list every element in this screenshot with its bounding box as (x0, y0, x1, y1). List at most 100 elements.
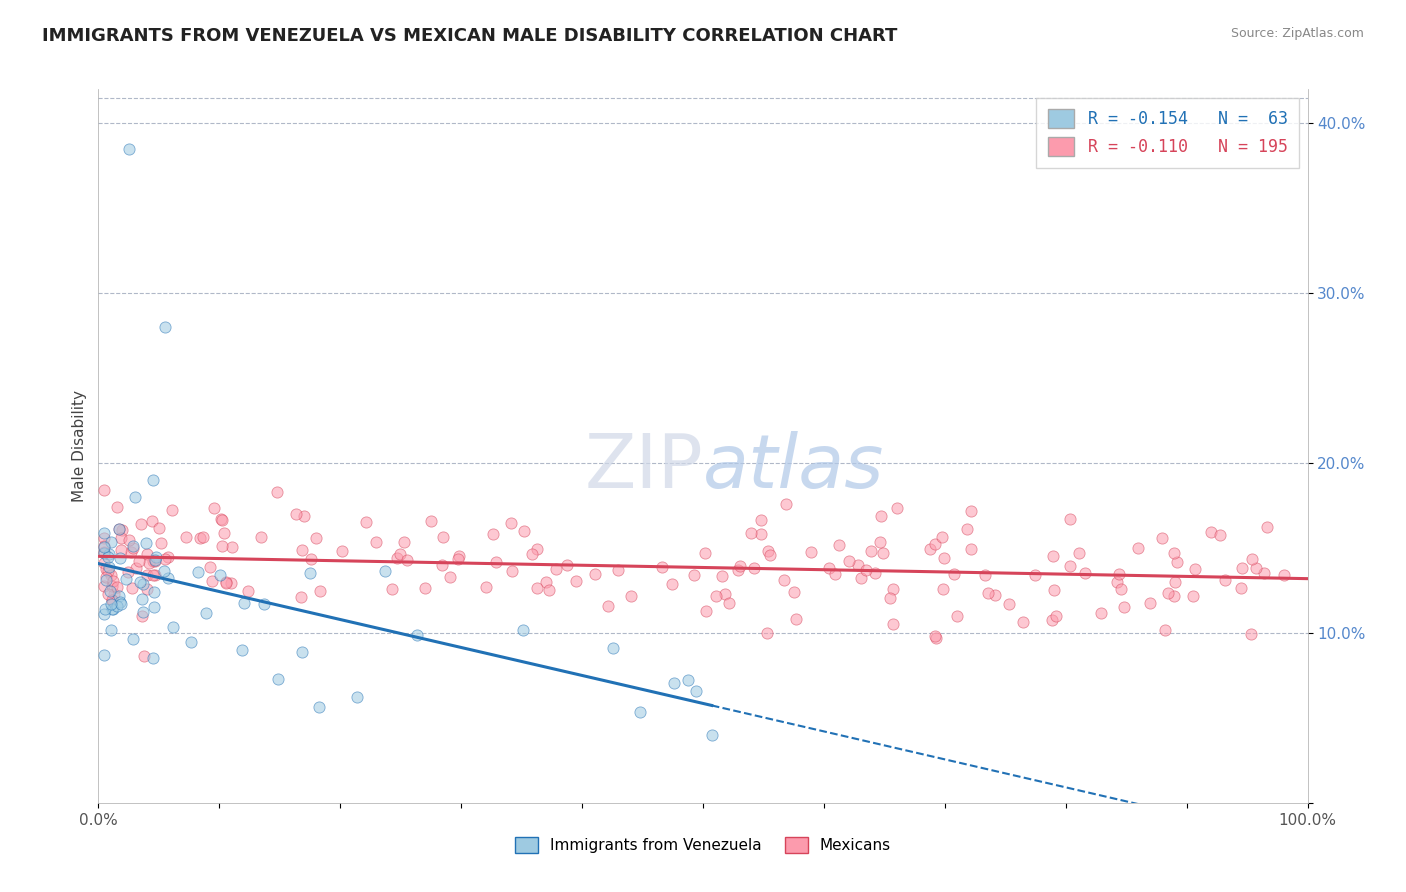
Point (100, 597, 122, 611)
Point (1256, 519, 1278, 533)
Point (1164, 575, 1187, 590)
Point (308, 699, 330, 714)
Point (396, 553, 419, 567)
Point (374, 564, 396, 578)
Point (555, 558, 578, 572)
Point (101, 602, 124, 616)
Point (187, 566, 209, 580)
Point (142, 568, 165, 582)
Point (785, 612, 807, 626)
Point (946, 608, 969, 623)
Point (973, 568, 995, 582)
Point (93, 525, 115, 540)
Point (984, 588, 1007, 602)
Point (960, 504, 983, 518)
Point (420, 514, 443, 528)
Point (250, 530, 273, 544)
Point (838, 554, 860, 568)
Point (100, 534, 122, 549)
Text: IMMIGRANTS FROM VENEZUELA VS MEXICAN MALE DISABILITY CORRELATION CHART: IMMIGRANTS FROM VENEZUELA VS MEXICAN MAL… (42, 27, 897, 45)
Point (728, 558, 751, 573)
Point (924, 537, 946, 551)
Point (932, 582, 955, 597)
Point (783, 585, 806, 599)
Point (98, 583, 121, 598)
Point (143, 599, 166, 614)
Point (122, 541, 145, 555)
Point (800, 544, 823, 558)
Point (299, 566, 322, 580)
Point (886, 501, 908, 516)
Point (93, 557, 115, 571)
Point (354, 515, 377, 529)
Point (865, 566, 887, 580)
Point (101, 592, 124, 607)
Point (1090, 606, 1112, 620)
Point (920, 541, 942, 556)
Point (1209, 528, 1232, 542)
Point (108, 589, 131, 603)
Point (740, 526, 762, 541)
Point (749, 527, 772, 541)
Point (236, 584, 259, 599)
Point (447, 551, 470, 566)
Point (683, 567, 706, 582)
Point (693, 546, 716, 560)
Point (392, 534, 415, 549)
Point (200, 560, 222, 574)
Point (96, 573, 118, 587)
Point (111, 523, 134, 537)
Point (291, 543, 314, 558)
Legend: Immigrants from Venezuela, Mexicans: Immigrants from Venezuela, Mexicans (509, 831, 897, 859)
Point (596, 599, 619, 614)
Point (143, 554, 166, 568)
Text: atlas: atlas (703, 432, 884, 503)
Point (219, 576, 242, 591)
Point (711, 569, 734, 583)
Point (485, 555, 508, 569)
Point (132, 605, 155, 619)
Point (499, 516, 522, 530)
Y-axis label: Male Disability: Male Disability (72, 390, 87, 502)
Point (432, 558, 454, 572)
Point (131, 591, 153, 606)
Point (120, 545, 142, 559)
Point (713, 586, 735, 600)
Point (1213, 573, 1236, 587)
Point (1059, 558, 1081, 573)
Point (208, 568, 231, 582)
Point (266, 485, 288, 500)
Point (526, 542, 548, 557)
Point (1156, 585, 1178, 599)
Point (366, 535, 388, 549)
Point (160, 502, 183, 516)
Point (93, 648, 115, 662)
Point (110, 595, 132, 609)
Point (94, 562, 117, 576)
Point (110, 597, 132, 611)
Point (1074, 566, 1097, 580)
Point (869, 509, 891, 524)
Point (162, 620, 184, 634)
Point (101, 574, 124, 589)
Point (1230, 582, 1253, 596)
Point (700, 728, 723, 742)
Point (105, 580, 128, 594)
Point (299, 552, 322, 566)
Point (100, 568, 122, 582)
Point (1111, 582, 1133, 597)
Point (100, 579, 122, 593)
Point (872, 546, 894, 560)
Point (115, 573, 138, 587)
Point (602, 640, 624, 655)
Point (135, 535, 157, 549)
Point (1012, 615, 1035, 629)
Point (1067, 546, 1090, 560)
Point (405, 628, 427, 642)
Point (758, 544, 780, 558)
Point (231, 643, 253, 657)
Point (97, 559, 120, 574)
Point (142, 473, 165, 487)
Point (93, 540, 115, 554)
Point (513, 524, 536, 538)
